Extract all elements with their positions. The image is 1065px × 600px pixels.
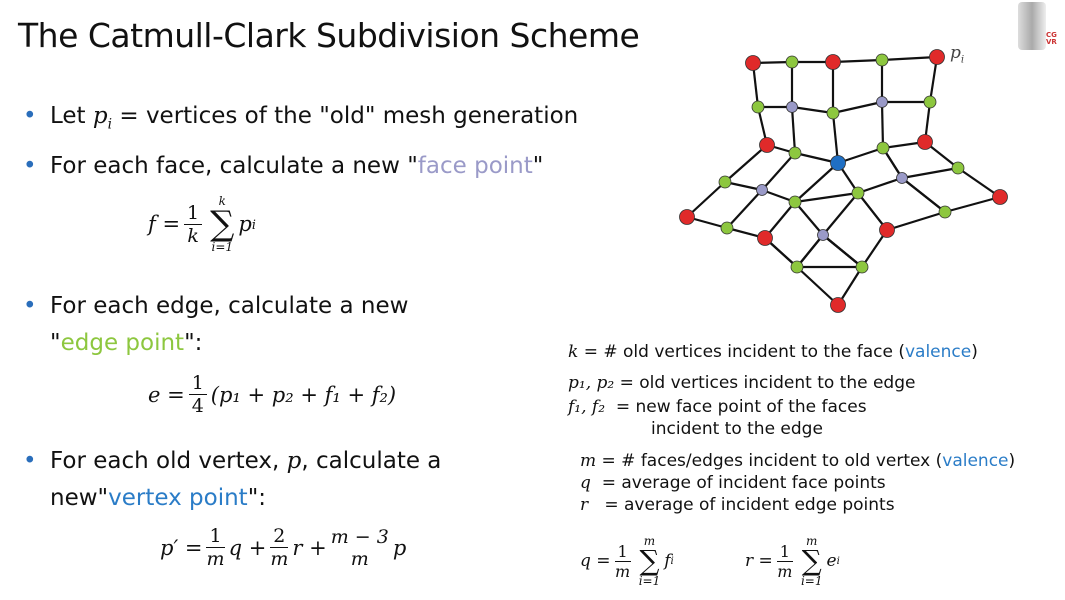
edge-point	[788, 195, 802, 209]
def-r: r = average of incident edge points	[580, 495, 895, 515]
mesh-edge	[724, 144, 768, 183]
selected-point	[830, 155, 846, 171]
mesh-edge	[880, 101, 885, 149]
old-point	[992, 189, 1008, 205]
cgvr-logo: CG VR	[1018, 2, 1062, 52]
bullet-face-point: For each face, calculate a new "face poi…	[23, 153, 543, 179]
def-f: f₁, f₂ = new face point of the faces	[568, 397, 867, 417]
edge-point	[851, 186, 865, 200]
bullet-vertex-point: For each old vertex, p, calculate a	[23, 448, 441, 474]
slide-title: The Catmull-Clark Subdivision Scheme	[18, 16, 640, 55]
mesh-edge	[794, 162, 839, 203]
old-point	[830, 297, 846, 313]
mesh-edge	[822, 234, 863, 268]
edge-point	[876, 141, 890, 155]
edge-point	[718, 175, 732, 189]
edge-point	[751, 100, 765, 114]
def-k: k = # old vertices incident to the face …	[568, 342, 978, 362]
edge-point	[855, 260, 869, 274]
mesh-edge	[726, 189, 763, 229]
def-q: q = average of incident face points	[580, 473, 886, 493]
old-point	[879, 222, 895, 238]
mesh-edge	[790, 106, 797, 154]
bullet-vertex-point-line2: new"vertex point":	[50, 485, 267, 511]
edge-point	[938, 205, 952, 219]
mesh-edge	[686, 181, 726, 218]
face-point	[756, 184, 768, 196]
edge-point	[785, 55, 799, 69]
mesh-edge	[794, 201, 824, 236]
face-point	[876, 96, 888, 108]
mesh-edge	[761, 152, 796, 191]
pi-label: pi	[950, 43, 965, 66]
mesh-edge	[886, 210, 946, 232]
face-point	[896, 172, 908, 184]
edge-point	[875, 53, 889, 67]
edge-point	[788, 146, 802, 160]
old-point	[679, 209, 695, 225]
mesh-edge	[832, 58, 883, 64]
mesh-edge	[796, 266, 839, 306]
mesh-edge	[901, 177, 946, 213]
mesh-edge	[794, 191, 859, 204]
old-point	[929, 49, 945, 65]
mesh-edge	[796, 234, 824, 268]
mesh-edge	[837, 146, 884, 165]
edge-point	[951, 161, 965, 175]
mesh-figure	[679, 49, 1008, 313]
mesh-edge	[791, 105, 834, 115]
edge-point-formula: e = 1 4 (p₁ + p₂ + f₁ + f₂)	[148, 372, 397, 417]
old-point	[917, 134, 933, 150]
old-point	[757, 230, 773, 246]
bullet-edge-point: For each edge, calculate a new	[23, 293, 408, 319]
old-point	[759, 137, 775, 153]
mesh-edge	[857, 176, 903, 195]
edge-point	[720, 221, 734, 235]
def-p: p₁, p₂ = old vertices incident to the ed…	[568, 373, 916, 393]
mesh-edge	[881, 55, 938, 62]
edge-point	[790, 260, 804, 274]
old-point	[745, 55, 761, 71]
face-point	[817, 229, 829, 241]
mesh-edge	[957, 167, 1001, 198]
edge-point	[826, 106, 840, 120]
bullet-old-vertices: Let pi = vertices of the "old" mesh gene…	[23, 103, 578, 133]
mesh-edge	[832, 100, 883, 115]
def-f-line2: incident to the edge	[651, 419, 823, 439]
face-point	[786, 101, 798, 113]
mesh-edge	[822, 192, 859, 236]
def-m: m = # faces/edges incident to old vertex…	[580, 451, 1016, 471]
bullet-edge-point-line2: "edge point":	[50, 330, 203, 356]
edge-point	[923, 95, 937, 109]
mesh-edge	[831, 112, 840, 164]
mesh-edge	[901, 166, 959, 180]
old-point	[825, 54, 841, 70]
mesh-edge	[944, 195, 1001, 214]
